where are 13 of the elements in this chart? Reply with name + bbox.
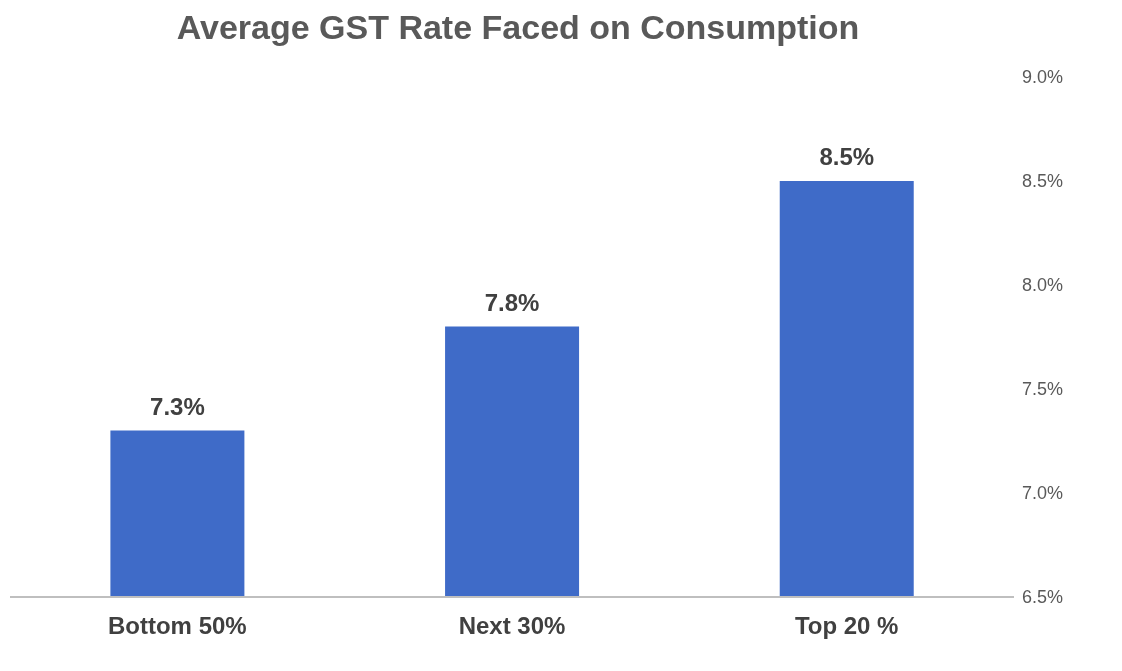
x-tick-label: Next 30% xyxy=(458,612,566,640)
data-label: 7.3% xyxy=(150,392,205,420)
chart-title: Average GST Rate Faced on Consumption xyxy=(175,8,861,47)
x-tick-label: Bottom 50% xyxy=(107,612,247,640)
y-tick-label: 7.5% xyxy=(1022,379,1064,400)
y-tick-label: 6.5% xyxy=(1022,587,1064,608)
data-label: 8.5% xyxy=(819,143,875,170)
x-tick-label: Top 20 % xyxy=(794,612,899,640)
y-tick-label: 9.0% xyxy=(1022,67,1064,88)
data-label: 7.8% xyxy=(484,288,540,316)
y-tick-label: 8.5% xyxy=(1022,171,1064,192)
y-tick-label: 7.0% xyxy=(1022,483,1064,504)
y-tick-label: 8.0% xyxy=(1022,275,1064,296)
